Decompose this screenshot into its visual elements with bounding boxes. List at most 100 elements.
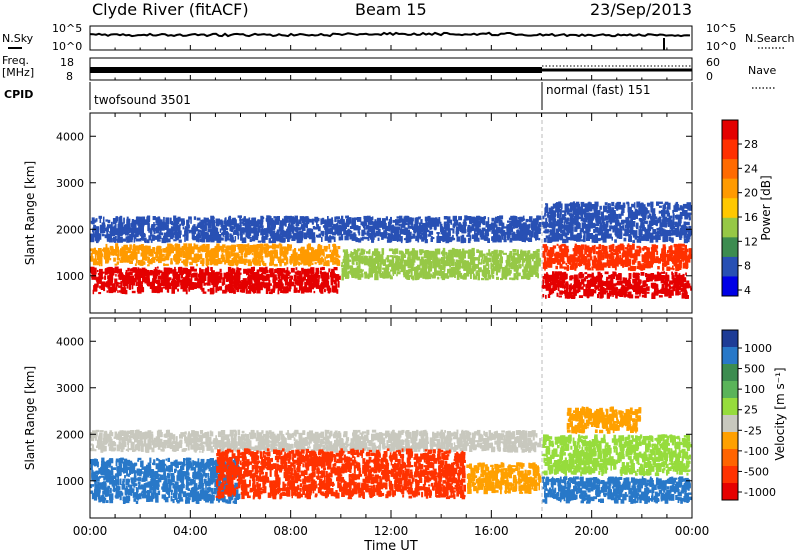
power-data-cell bbox=[156, 258, 160, 262]
power-data-cell bbox=[262, 262, 267, 266]
power-data-cell bbox=[215, 219, 219, 227]
power-data-cell bbox=[549, 258, 553, 266]
power-data-cell bbox=[247, 281, 250, 285]
power-data-cell bbox=[182, 234, 186, 237]
power-data-cell bbox=[461, 256, 464, 260]
power-data-cell bbox=[336, 274, 340, 277]
power-data-cell bbox=[429, 220, 432, 226]
power-data-cell bbox=[528, 229, 531, 237]
power-data-cell bbox=[439, 263, 441, 268]
power-data-cell bbox=[530, 225, 535, 230]
power-data-cell bbox=[311, 262, 314, 265]
power-data-cell bbox=[490, 223, 494, 230]
power-data-cell bbox=[247, 224, 252, 228]
power-data-cell bbox=[274, 269, 278, 274]
freq-tick-high: 18 bbox=[60, 56, 74, 69]
power-data-cell bbox=[287, 243, 290, 251]
power-data-cell bbox=[123, 217, 125, 224]
power-data-cell bbox=[594, 248, 596, 253]
power-data-cell bbox=[275, 282, 280, 289]
power-data-cell bbox=[552, 259, 555, 264]
power-data-cell bbox=[686, 280, 690, 286]
power-data-cell bbox=[131, 220, 134, 226]
power-data-cell bbox=[428, 253, 431, 259]
power-data-cell bbox=[443, 223, 447, 229]
power-data-cell bbox=[98, 277, 102, 283]
power-data-cell bbox=[607, 203, 610, 206]
power-data-cell bbox=[574, 228, 578, 232]
power-data-cell bbox=[144, 219, 148, 225]
power-data-cell bbox=[285, 258, 289, 265]
power-data-cell bbox=[147, 218, 150, 225]
power-data-cell bbox=[135, 258, 138, 264]
power-data-cell bbox=[629, 230, 634, 235]
nsearch-tick-low: 10^0 bbox=[706, 40, 736, 53]
power-data-cell bbox=[521, 227, 525, 231]
power-data-cell bbox=[341, 273, 344, 281]
power-data-cell bbox=[396, 259, 399, 265]
power-data-cell bbox=[255, 234, 259, 241]
power-data-cell bbox=[141, 237, 144, 240]
power-data-cell bbox=[337, 246, 341, 250]
power-data-cell bbox=[150, 239, 153, 243]
power-data-cell bbox=[333, 223, 337, 229]
power-data-cell bbox=[215, 231, 219, 239]
power-data-cell bbox=[489, 252, 493, 257]
power-data-cell bbox=[187, 224, 190, 229]
power-data-cell bbox=[474, 232, 479, 240]
power-data-cell bbox=[339, 225, 344, 231]
power-data-cell bbox=[135, 245, 139, 251]
power-data-cell bbox=[237, 268, 242, 271]
power-data-cell bbox=[142, 234, 146, 238]
power-data-cell bbox=[409, 259, 413, 266]
power-data-cell bbox=[361, 229, 365, 237]
power-data-cell bbox=[241, 283, 245, 288]
power-data-cell bbox=[287, 272, 290, 277]
power-data-cell bbox=[635, 289, 639, 295]
power-data-cell bbox=[179, 270, 184, 275]
power-data-cell bbox=[200, 231, 203, 235]
power-data-cell bbox=[308, 256, 313, 262]
power-data-cell bbox=[218, 276, 220, 281]
power-data-cell bbox=[221, 253, 224, 260]
power-data-cell bbox=[455, 259, 458, 263]
power-data-cell bbox=[419, 222, 422, 226]
power-data-cell bbox=[656, 258, 659, 261]
power-data-cell bbox=[430, 236, 433, 240]
power-data-cell bbox=[645, 273, 648, 278]
power-data-cell bbox=[666, 260, 670, 265]
power-data-cell bbox=[650, 257, 653, 263]
power-data-cell bbox=[361, 250, 365, 255]
power-data-cell bbox=[530, 273, 534, 277]
power-data-cell bbox=[610, 281, 613, 288]
power-data-cell bbox=[178, 247, 184, 251]
power-data-cell bbox=[182, 259, 188, 264]
power-data-cell bbox=[94, 249, 97, 255]
power-data-cell bbox=[304, 222, 308, 226]
power-data-cell bbox=[345, 271, 350, 279]
power-data-cell bbox=[111, 286, 115, 291]
power-data-cell bbox=[343, 272, 346, 277]
power-data-cell bbox=[653, 286, 656, 290]
power-data-cell bbox=[235, 223, 239, 228]
power-data-cell bbox=[602, 254, 605, 261]
power-data-cell bbox=[204, 231, 208, 239]
power-data-cell bbox=[208, 236, 211, 242]
power-data-cell bbox=[682, 250, 686, 255]
power-data-cell bbox=[281, 283, 284, 288]
power-data-cell bbox=[128, 218, 131, 225]
power-data-cell bbox=[255, 282, 259, 286]
power-data-cell bbox=[389, 255, 394, 258]
power-data-cell bbox=[681, 253, 685, 261]
power-data-cell bbox=[368, 219, 373, 225]
power-data-cell bbox=[667, 266, 669, 271]
power-data-cell bbox=[495, 216, 498, 221]
power-data-cell bbox=[669, 285, 672, 289]
power-data-cell bbox=[369, 237, 373, 240]
power-data-cell bbox=[289, 279, 292, 285]
power-data-cell bbox=[487, 238, 490, 243]
power-data-cell bbox=[284, 248, 287, 255]
power-data-cell bbox=[328, 224, 333, 228]
power-data-cell bbox=[581, 273, 585, 278]
power-data-cell bbox=[647, 204, 650, 207]
